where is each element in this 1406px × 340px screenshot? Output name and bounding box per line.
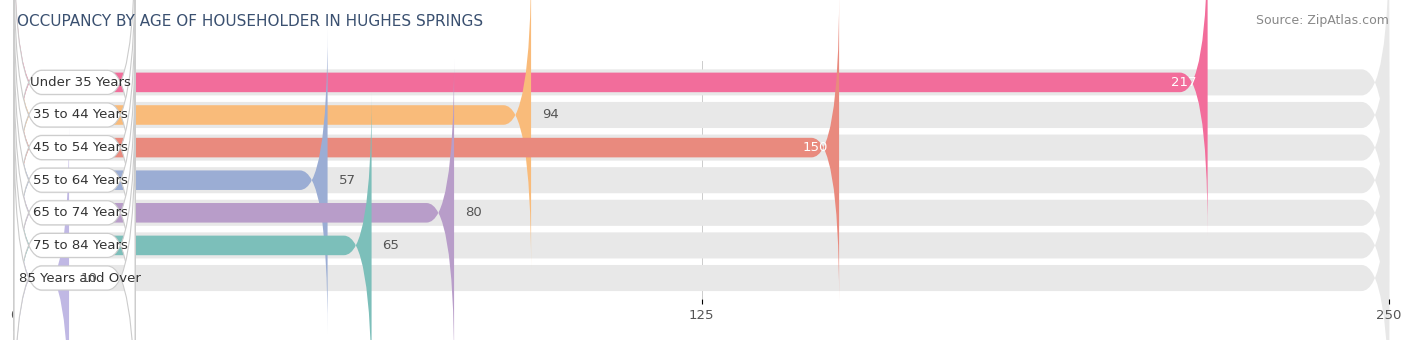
Text: 150: 150 bbox=[803, 141, 828, 154]
FancyBboxPatch shape bbox=[14, 0, 531, 268]
Text: 65: 65 bbox=[382, 239, 399, 252]
FancyBboxPatch shape bbox=[14, 0, 135, 233]
FancyBboxPatch shape bbox=[14, 0, 1208, 236]
FancyBboxPatch shape bbox=[14, 0, 1389, 232]
Text: Under 35 Years: Under 35 Years bbox=[30, 76, 131, 89]
Text: 65 to 74 Years: 65 to 74 Years bbox=[32, 206, 128, 219]
Text: 57: 57 bbox=[339, 174, 356, 187]
Text: 45 to 54 Years: 45 to 54 Years bbox=[32, 141, 128, 154]
FancyBboxPatch shape bbox=[14, 0, 135, 299]
FancyBboxPatch shape bbox=[14, 125, 69, 340]
FancyBboxPatch shape bbox=[14, 95, 135, 340]
Text: 80: 80 bbox=[465, 206, 482, 219]
FancyBboxPatch shape bbox=[14, 62, 135, 340]
FancyBboxPatch shape bbox=[14, 96, 1389, 340]
Text: 217: 217 bbox=[1171, 76, 1197, 89]
FancyBboxPatch shape bbox=[14, 0, 839, 301]
FancyBboxPatch shape bbox=[14, 0, 1389, 298]
FancyBboxPatch shape bbox=[14, 0, 135, 266]
Text: OCCUPANCY BY AGE OF HOUSEHOLDER IN HUGHES SPRINGS: OCCUPANCY BY AGE OF HOUSEHOLDER IN HUGHE… bbox=[17, 14, 484, 29]
FancyBboxPatch shape bbox=[14, 128, 1389, 340]
Text: Source: ZipAtlas.com: Source: ZipAtlas.com bbox=[1256, 14, 1389, 27]
Text: 85 Years and Over: 85 Years and Over bbox=[20, 272, 141, 285]
FancyBboxPatch shape bbox=[14, 29, 135, 331]
Text: 94: 94 bbox=[543, 108, 558, 121]
FancyBboxPatch shape bbox=[14, 63, 1389, 340]
Text: 55 to 64 Years: 55 to 64 Years bbox=[32, 174, 128, 187]
FancyBboxPatch shape bbox=[14, 59, 454, 340]
Text: 35 to 44 Years: 35 to 44 Years bbox=[32, 108, 128, 121]
FancyBboxPatch shape bbox=[14, 0, 1389, 265]
Text: 75 to 84 Years: 75 to 84 Years bbox=[32, 239, 128, 252]
FancyBboxPatch shape bbox=[14, 30, 1389, 330]
FancyBboxPatch shape bbox=[14, 27, 328, 334]
FancyBboxPatch shape bbox=[14, 127, 135, 340]
Text: 10: 10 bbox=[80, 272, 97, 285]
FancyBboxPatch shape bbox=[14, 92, 371, 340]
